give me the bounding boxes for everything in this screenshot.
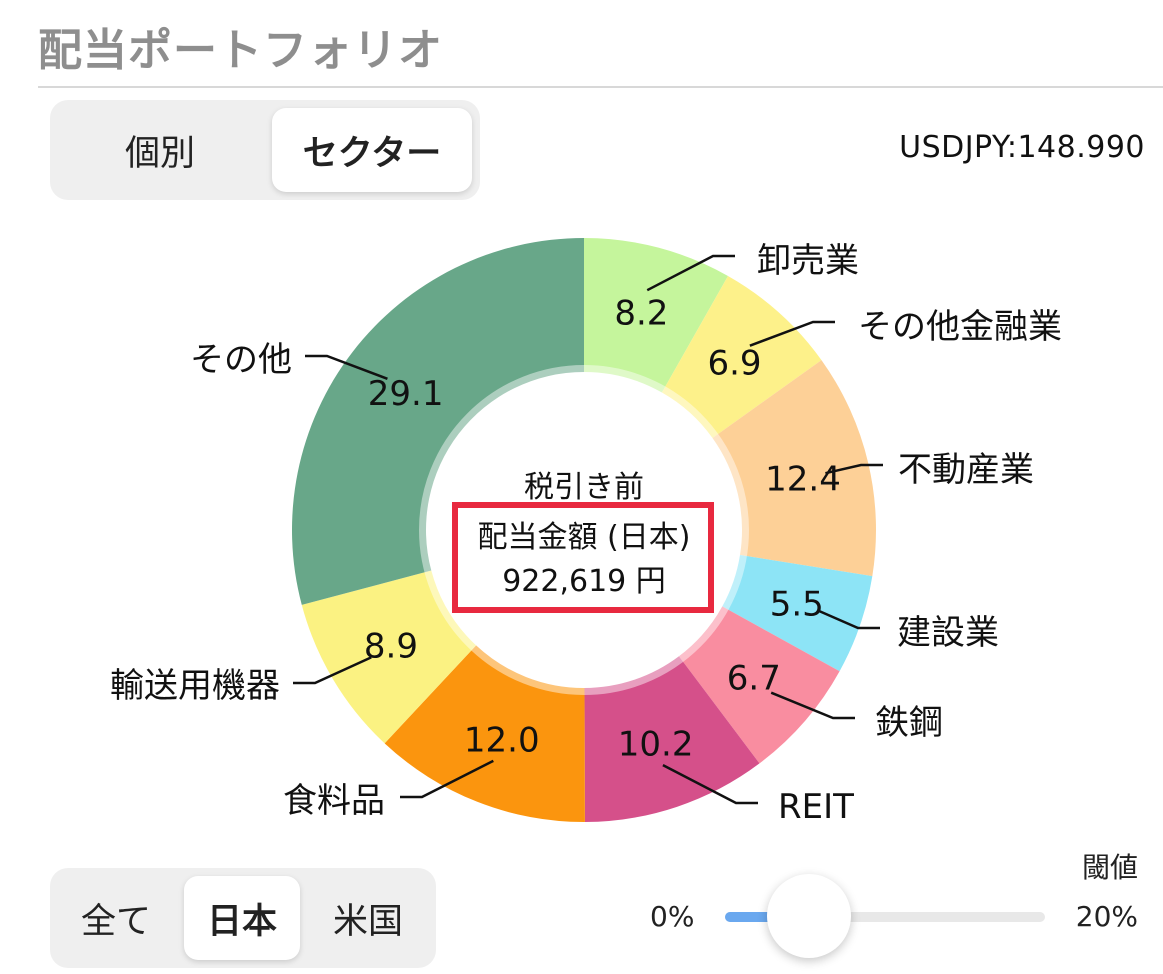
slice-2[interactable]: [712, 360, 876, 577]
slice-value-3: 5.5: [770, 584, 824, 624]
leader-line-3: [817, 609, 880, 630]
threshold-slider-thumb[interactable]: [767, 874, 851, 958]
slice-7[interactable]: [301, 570, 477, 744]
leader-line-7: [293, 656, 372, 685]
threshold-max-label: 20%: [1075, 900, 1138, 933]
threshold-min-label: 0%: [650, 900, 695, 933]
leader-line-5: [662, 763, 758, 805]
slice-label-7: 輸送用機器: [110, 666, 280, 706]
threshold-label: 閾値: [1081, 851, 1138, 884]
slice-value-0: 8.2: [614, 293, 668, 333]
sector-donut-chart: 8.2 6.9 12.4 5.5 6.7 10.2 12.0 8.9 29.1 卸売業その他金融…: [110, 238, 1062, 827]
slice-label-5: REIT: [778, 787, 854, 827]
view-toggle: 個別 セクター: [50, 100, 480, 200]
slice-8[interactable]: [292, 238, 584, 605]
donut-hole: [433, 379, 735, 681]
page-title: 配当ポートフォリオ: [38, 25, 443, 76]
region-toggle-us[interactable]: 米国: [332, 901, 403, 942]
header-divider: [38, 86, 1163, 88]
slice-label-2: 不動産業: [898, 450, 1034, 490]
view-toggle-sector[interactable]: セクター: [272, 108, 472, 192]
highlight-box: [452, 502, 714, 613]
slice-value-8: 29.1: [368, 374, 444, 414]
region-toggle-all[interactable]: 全て: [80, 901, 151, 942]
slice-6[interactable]: [384, 645, 585, 822]
slice-label-6: 食料品: [283, 781, 385, 821]
region-toggle: 全て 日本 米国: [50, 868, 436, 968]
leader-line-0: [646, 254, 735, 292]
threshold-slider[interactable]: [725, 874, 1045, 958]
slice-0[interactable]: [584, 238, 729, 393]
slice-value-6: 12.0: [464, 720, 540, 760]
slice-value-5: 10.2: [618, 724, 694, 764]
leader-line-6: [400, 759, 494, 799]
leader-line-8: [305, 354, 388, 380]
center-amount: 922,619 円: [502, 564, 666, 599]
slice-label-0: 卸売業: [757, 241, 859, 281]
slice-value-2: 12.4: [765, 459, 841, 499]
slice-label-3: 建設業: [897, 613, 999, 653]
leader-line-4: [770, 691, 855, 720]
fx-rate: USDJPY:148.990: [899, 130, 1145, 165]
view-toggle-individual[interactable]: 個別: [124, 133, 195, 174]
leader-line-2: [825, 463, 883, 475]
slice-3[interactable]: [722, 554, 873, 672]
slice-value-1: 6.9: [707, 344, 761, 384]
slice-1[interactable]: [661, 275, 822, 439]
slice-5[interactable]: [584, 656, 760, 822]
leader-line-1: [749, 320, 835, 347]
slice-value-7: 8.9: [364, 627, 418, 667]
slice-label-1: その他金融業: [858, 307, 1062, 347]
region-toggle-japan[interactable]: 日本: [184, 876, 300, 960]
donut-inner-ring: [419, 365, 749, 695]
slice-value-4: 6.7: [727, 659, 781, 699]
slice-label-4: 鉄鋼: [875, 703, 943, 743]
center-caption: 税引き前: [524, 470, 644, 505]
threshold-slider-fill: [725, 912, 789, 922]
slice-4[interactable]: [678, 606, 840, 764]
center-title: 配当金額 (日本): [478, 520, 691, 555]
slice-label-8: その他: [190, 340, 292, 380]
